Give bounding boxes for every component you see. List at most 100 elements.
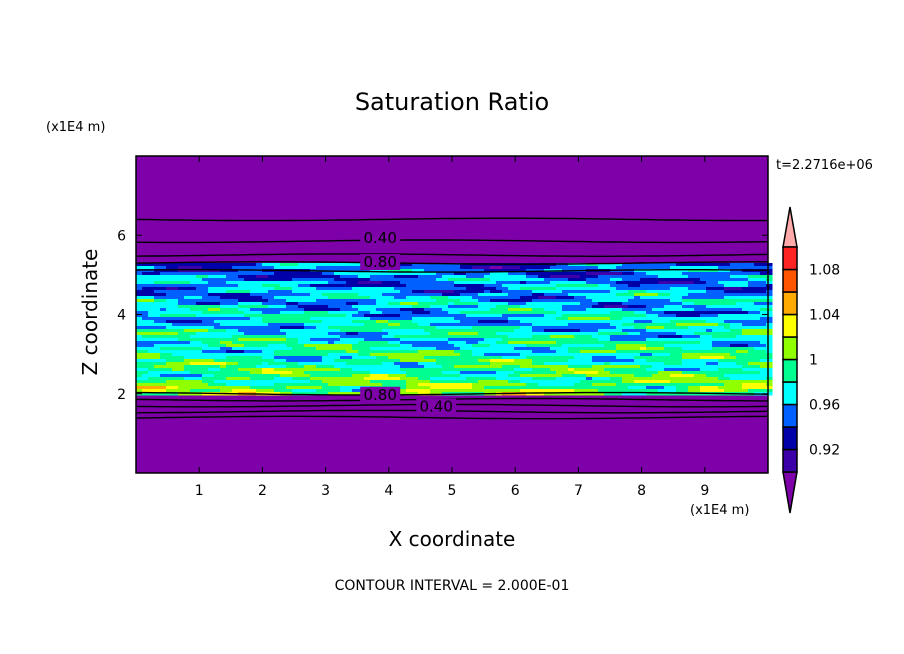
contour-cell — [748, 328, 755, 333]
contour-cell — [538, 298, 545, 303]
contour-cell — [268, 301, 275, 306]
contour-cell — [556, 337, 563, 342]
contour-cell — [490, 277, 497, 282]
contour-cell — [724, 310, 731, 315]
contour-cell — [448, 370, 455, 375]
contour-cell — [604, 289, 611, 294]
contour-cell — [448, 310, 455, 315]
contour-cell — [610, 355, 617, 360]
contour-cell — [142, 319, 149, 324]
contour-cell — [646, 280, 653, 285]
contour-cell — [376, 379, 383, 384]
contour-cell — [646, 325, 653, 330]
contour-cell — [196, 355, 203, 360]
contour-cell — [472, 364, 479, 369]
contour-cell — [328, 346, 335, 351]
contour-cell — [448, 319, 455, 324]
contour-cell — [442, 379, 449, 384]
contour-cell — [418, 304, 425, 309]
contour-cell — [730, 283, 737, 288]
contour-cell — [448, 286, 455, 291]
contour-cell — [532, 310, 539, 315]
contour-cell — [352, 271, 359, 276]
contour-cell — [436, 286, 443, 291]
contour-cell — [580, 367, 587, 372]
contour-cell — [154, 322, 161, 327]
contour-cell — [724, 343, 731, 348]
contour-cell — [694, 358, 701, 363]
contour-cell — [514, 367, 521, 372]
contour-cell — [490, 289, 497, 294]
contour-cell — [178, 382, 185, 387]
contour-cell — [580, 307, 587, 312]
contour-cell — [514, 289, 521, 294]
contour-cell — [286, 349, 293, 354]
contour-cell — [334, 364, 341, 369]
contour-cell — [454, 295, 461, 300]
contour-cell — [556, 331, 563, 336]
contour-cell — [208, 316, 215, 321]
contour-cell — [700, 271, 707, 276]
contour-cell — [286, 358, 293, 363]
contour-cell — [370, 289, 377, 294]
contour-cell — [508, 385, 515, 390]
contour-cell — [286, 364, 293, 369]
contour-cell — [358, 292, 365, 297]
contour-cell — [586, 289, 593, 294]
contour-cell — [424, 370, 431, 375]
contour-cell — [760, 277, 767, 282]
contour-cell — [460, 286, 467, 291]
contour-cell — [184, 268, 191, 273]
contour-cell — [760, 298, 767, 303]
contour-cell — [616, 322, 623, 327]
contour-cell — [652, 379, 659, 384]
contour-cell — [718, 271, 725, 276]
contour-cell — [418, 364, 425, 369]
contour-cell — [676, 313, 683, 318]
contour-cell — [670, 370, 677, 375]
contour-cell — [766, 373, 773, 378]
contour-cell — [592, 376, 599, 381]
contour-cell — [472, 322, 479, 327]
contour-cell — [244, 358, 251, 363]
contour-cell — [316, 340, 323, 345]
contour-cell — [226, 382, 233, 387]
contour-cell — [748, 301, 755, 306]
contour-cell — [478, 382, 485, 387]
contour-cell — [148, 265, 155, 270]
contour-cell — [184, 325, 191, 330]
contour-cell — [310, 340, 317, 345]
contour-cell — [478, 280, 485, 285]
contour-cell — [460, 379, 467, 384]
contour-cell — [766, 289, 773, 294]
contour-cell — [346, 343, 353, 348]
contour-cell — [586, 295, 593, 300]
contour-cell — [700, 262, 707, 267]
contour-cell — [766, 274, 773, 279]
contour-cell — [226, 262, 233, 267]
contour-cell — [580, 364, 587, 369]
contour-cell — [700, 301, 707, 306]
contour-cell — [418, 307, 425, 312]
contour-cell — [646, 301, 653, 306]
contour-cell — [274, 346, 281, 351]
contour-cell — [136, 340, 143, 345]
contour-cell — [640, 391, 647, 396]
contour-cell — [274, 343, 281, 348]
contour-cell — [202, 340, 209, 345]
contour-cell — [664, 322, 671, 327]
contour-cell — [736, 343, 743, 348]
contour-cell — [604, 316, 611, 321]
contour-cell — [400, 313, 407, 318]
contour-cell — [322, 328, 329, 333]
contour-cell — [496, 370, 503, 375]
contour-cell — [250, 262, 257, 267]
contour-cell — [646, 379, 653, 384]
contour-cell — [532, 286, 539, 291]
contour-cell — [580, 355, 587, 360]
contour-cell — [442, 277, 449, 282]
contour-cell — [712, 373, 719, 378]
contour-cell — [718, 274, 725, 279]
contour-cell — [220, 340, 227, 345]
contour-cell — [610, 265, 617, 270]
